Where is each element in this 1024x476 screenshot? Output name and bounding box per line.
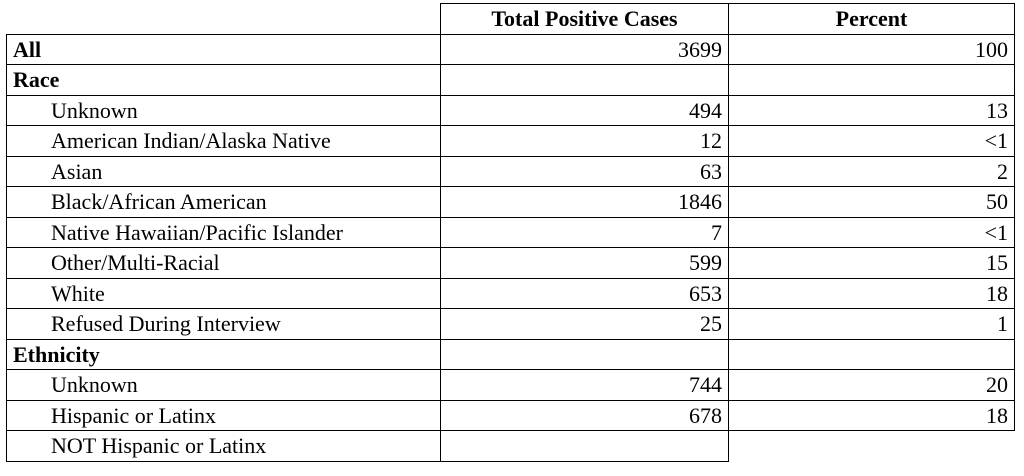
row-percent: 13 — [728, 94, 1015, 126]
header-percent: Percent — [728, 3, 1015, 35]
header-total-positive-cases: Total Positive Cases — [440, 3, 729, 35]
row-cases: 678 — [440, 399, 729, 431]
race-group-empty-cases — [440, 64, 729, 96]
table-row: Refused During Interview 25 1 — [6, 308, 1015, 340]
row-label: Native Hawaiian/Pacific Islander — [6, 216, 441, 248]
row-cases: 63 — [440, 155, 729, 187]
row-label: Other/Multi-Racial — [6, 247, 441, 279]
ethnicity-group-empty-cases — [440, 338, 729, 370]
row-cases: 744 — [440, 369, 729, 401]
ethnicity-group-empty-percent — [728, 338, 1015, 370]
all-percent: 100 — [728, 33, 1015, 65]
table-row: NOT Hispanic or Latinx — [6, 430, 1015, 462]
row-percent: 15 — [728, 247, 1015, 279]
row-label: Black/African American — [6, 186, 441, 218]
table-row: Hispanic or Latinx 678 18 — [6, 399, 1015, 431]
header-blank-cell — [7, 4, 441, 35]
table-body: Total Positive Cases Percent All 3699 10… — [6, 3, 1015, 462]
table-row: Native Hawaiian/Pacific Islander 7 <1 — [6, 216, 1015, 248]
row-cases: 599 — [440, 247, 729, 279]
row-cases: 494 — [440, 94, 729, 126]
row-cases: 25 — [440, 308, 729, 340]
table-row: Other/Multi-Racial 599 15 — [6, 247, 1015, 279]
table-row: Black/African American 1846 50 — [6, 186, 1015, 218]
row-label: Refused During Interview — [6, 308, 441, 340]
row-cases: 7 — [440, 216, 729, 248]
row-cases — [440, 430, 729, 462]
row-label: American Indian/Alaska Native — [6, 125, 441, 157]
table-row: Asian 63 2 — [6, 155, 1015, 187]
cases-by-race-ethnicity-table: Total Positive Cases Percent All 3699 10… — [6, 3, 1015, 462]
row-label: Hispanic or Latinx — [6, 399, 441, 431]
row-percent: <1 — [728, 216, 1015, 248]
all-cases: 3699 — [440, 33, 729, 65]
row-cases: 1846 — [440, 186, 729, 218]
table-row: Unknown 494 13 — [6, 94, 1015, 126]
row-percent: 18 — [728, 399, 1015, 431]
ethnicity-group-label: Ethnicity — [6, 338, 441, 370]
row-percent: 20 — [728, 369, 1015, 401]
row-percent: 2 — [728, 155, 1015, 187]
all-label: All — [6, 33, 441, 65]
row-label: Unknown — [6, 94, 441, 126]
row-label: NOT Hispanic or Latinx — [6, 430, 441, 462]
table-row: Unknown 744 20 — [6, 369, 1015, 401]
row-label: Unknown — [6, 369, 441, 401]
race-group-row: Race — [6, 64, 1015, 96]
race-group-empty-percent — [728, 64, 1015, 96]
race-group-label: Race — [6, 64, 441, 96]
table-row: American Indian/Alaska Native 12 <1 — [6, 125, 1015, 157]
row-cases: 653 — [440, 277, 729, 309]
row-label: White — [6, 277, 441, 309]
row-cases: 12 — [440, 125, 729, 157]
ethnicity-group-row: Ethnicity — [6, 338, 1015, 370]
table-row: White 653 18 — [6, 277, 1015, 309]
row-percent: <1 — [728, 125, 1015, 157]
row-label: Asian — [6, 155, 441, 187]
row-percent: 1 — [728, 308, 1015, 340]
header-row: Total Positive Cases Percent — [7, 3, 1015, 35]
row-percent — [729, 431, 1015, 462]
row-percent: 50 — [728, 186, 1015, 218]
all-row: All 3699 100 — [6, 33, 1015, 65]
row-percent: 18 — [728, 277, 1015, 309]
